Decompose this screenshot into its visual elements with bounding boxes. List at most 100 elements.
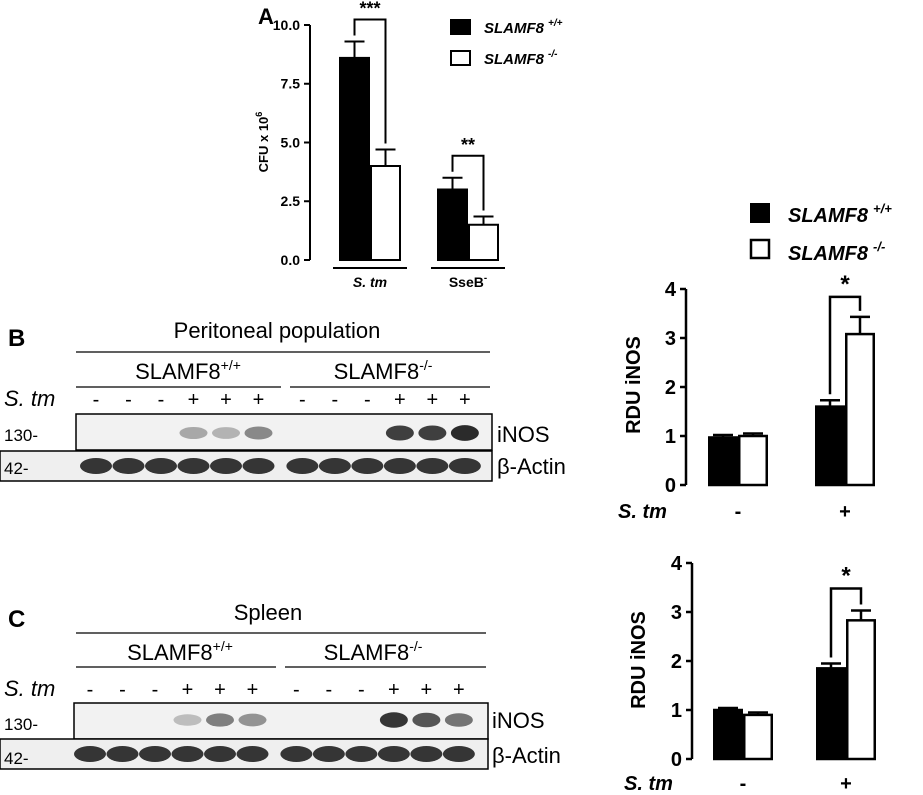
- chart-c-category-label: +: [840, 773, 852, 795]
- blot-C-actin-band: [74, 746, 106, 762]
- blot-b-band-actin: β-Actin: [497, 454, 566, 479]
- blot-B-inos-band: [450, 425, 479, 441]
- chart-a-bar: [437, 188, 468, 261]
- blot-B-lane-sign: +: [188, 389, 200, 411]
- blot-B-inos-band: [385, 425, 414, 441]
- blot-B-actin-band: [145, 458, 177, 474]
- chart-b-ytick-label: 4: [665, 279, 677, 301]
- chart-b-bar: [738, 434, 768, 487]
- blot-B-lane-sign: -: [364, 389, 371, 411]
- blot-B-lane-sign: +: [459, 389, 471, 411]
- blot-B-actin-band: [416, 458, 449, 474]
- chart-c-bar: [713, 708, 743, 761]
- chart-b-ylabel: RDU iNOS: [623, 336, 645, 434]
- blot-C-lane-sign: -: [326, 679, 333, 701]
- blot-B-lane-sign: +: [253, 389, 265, 411]
- chart-c-bar: [846, 619, 876, 761]
- western-blot-spleen: Spleen SLAMF8+/+ SLAMF8-/- S. tm - - - + + + -…: [0, 600, 561, 770]
- chart-a-sig-label: **: [461, 135, 475, 155]
- blot-B-actin-band: [351, 458, 384, 474]
- blot-B-actin-band: [80, 458, 112, 474]
- blot-B-actin-band: [383, 458, 416, 474]
- chart-b-ytick-label: 3: [665, 328, 676, 350]
- chart-b-sig-label: *: [840, 271, 850, 298]
- chart-a-sig-bracket: [451, 154, 485, 211]
- panel-c-letter: C: [8, 606, 25, 633]
- legend-a-wt-swatch: [450, 19, 471, 35]
- chart-a-ytick-label: 0.0: [281, 252, 301, 268]
- blot-B-actin-band: [286, 458, 319, 474]
- blot-C-inos-band: [412, 712, 441, 728]
- chart-a-ytick-label: 5.0: [281, 134, 301, 150]
- blot-C-lane-sign: +: [453, 679, 465, 701]
- blot-B-lane-sign: -: [332, 389, 339, 411]
- panel-b-letter: B: [8, 325, 25, 352]
- blot-c-treatment-label: S. tm: [4, 676, 55, 701]
- blot-C-lane-sign: -: [87, 679, 94, 701]
- blot-B-actin-band: [448, 458, 481, 474]
- blot-C-inos-band: [238, 713, 267, 727]
- blot-C-actin-band: [139, 746, 171, 762]
- chart-b-xaxis-label: S. tm: [618, 501, 667, 523]
- chart-a-ytick-label: 2.5: [281, 193, 301, 209]
- western-blot-peritoneal: Peritoneal population SLAMF8+/+ SLAMF8-/…: [0, 318, 566, 482]
- blot-C-actin-band: [345, 746, 378, 762]
- blot-B-actin-band: [112, 458, 145, 474]
- chart-c-bar: [816, 667, 846, 761]
- blot-C-inos-band: [173, 714, 202, 726]
- blot-c-mw-actin: 42-: [4, 749, 29, 768]
- blot-b-group-ko: SLAMF8-/-: [334, 357, 433, 384]
- chart-b-sig-bracket: [828, 295, 862, 395]
- blot-B-lane-sign: +: [394, 389, 406, 411]
- chart-a-bar: [468, 223, 499, 261]
- blot-c-group-ko: SLAMF8-/-: [324, 638, 423, 665]
- blot-C-actin-band: [377, 746, 410, 762]
- blot-B-actin-band: [318, 458, 351, 474]
- rdu-inos-peritoneal-chart: 0 1 2 3 4 RDU iNOS * - + S. tm: [618, 271, 875, 523]
- blot-C-actin-band: [204, 746, 236, 762]
- chart-c-ytick-label: 4: [671, 553, 683, 575]
- blot-C-inos-band: [206, 713, 234, 727]
- blot-B-lane-sign: -: [299, 389, 306, 411]
- blot-C-actin-band: [171, 746, 204, 762]
- blot-B-actin-band: [177, 458, 210, 474]
- chart-a-ytick-label: 10.0: [273, 17, 300, 33]
- blot-C-actin-band: [236, 746, 269, 762]
- blot-C-actin-band: [312, 746, 345, 762]
- chart-b-bar: [708, 436, 738, 487]
- rdu-inos-spleen-chart: 0 1 2 3 4 RDU iNOS * - + S. tm: [624, 553, 876, 795]
- chart-c-bar: [743, 713, 773, 761]
- blot-B-actin-band: [210, 458, 242, 474]
- panel-a-letter: A: [258, 4, 274, 29]
- chart-a-sig-label: ***: [359, 0, 380, 18]
- blot-B-inos-band: [244, 426, 273, 440]
- legend-a: SLAMF8 +/+ SLAMF8 -/-: [450, 18, 563, 68]
- blot-B-lane-sign: -: [93, 389, 100, 411]
- chart-b-category-label: -: [735, 501, 742, 523]
- blot-C-inos-band: [379, 712, 408, 728]
- chart-c-sig-label: *: [841, 563, 851, 590]
- blot-B-lane-sign: -: [125, 389, 132, 411]
- blot-C-actin-band: [442, 746, 475, 762]
- chart-c-sig-bracket: [829, 587, 863, 658]
- blot-C-actin-band: [106, 746, 139, 762]
- blot-b-mw-actin: 42-: [4, 459, 29, 478]
- blot-C-lane-sign: +: [214, 679, 226, 701]
- blot-b-group-wt: SLAMF8+/+: [135, 357, 241, 384]
- chart-a-bar: [370, 165, 401, 261]
- blot-C-lane-sign: +: [247, 679, 259, 701]
- legend-right-wt-label: SLAMF8 +/+: [788, 201, 892, 227]
- chart-c-ylabel: RDU iNOS: [628, 611, 650, 709]
- blot-C-lane-sign: -: [119, 679, 126, 701]
- chart-b-bar: [845, 332, 875, 487]
- blot-C-lane-sign: +: [421, 679, 433, 701]
- legend-right-ko-swatch: [749, 238, 771, 260]
- blot-B-actin-band: [242, 458, 275, 474]
- blot-b-population: Peritoneal population: [174, 318, 381, 343]
- chart-a-category-label: S. tm: [353, 274, 387, 290]
- blot-b-treatment-label: S. tm: [4, 386, 55, 411]
- blot-b-band-inos: iNOS: [497, 422, 550, 447]
- blot-B-lane-sign: -: [158, 389, 165, 411]
